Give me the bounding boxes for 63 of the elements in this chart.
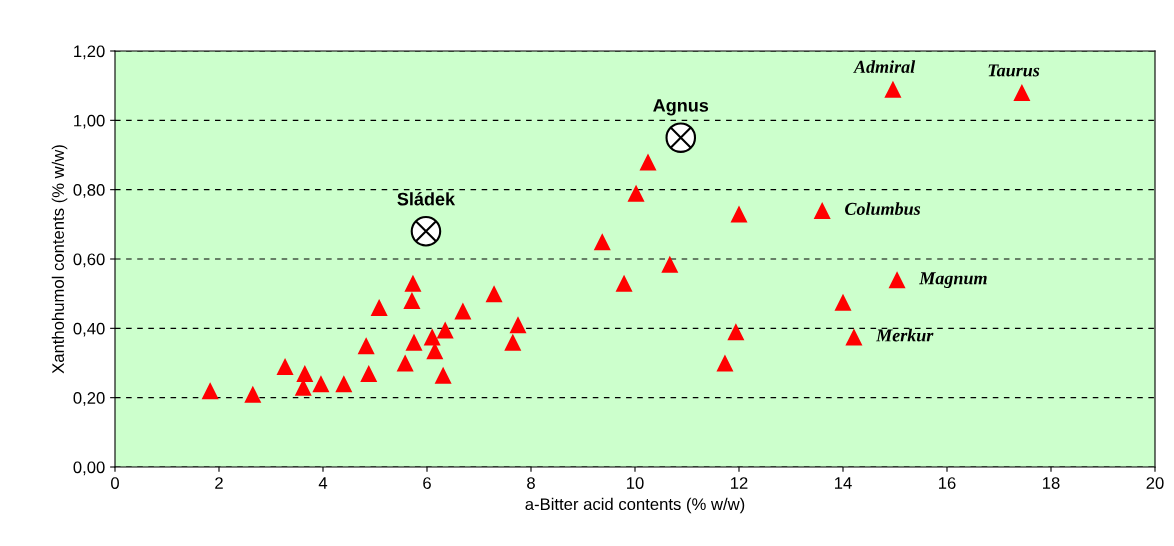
point bbox=[405, 333, 423, 351]
point bbox=[454, 302, 472, 320]
point bbox=[593, 233, 611, 251]
y-tick-label: 0,80 bbox=[73, 184, 105, 198]
point bbox=[370, 299, 388, 317]
x-tick-label: 4 bbox=[318, 477, 328, 489]
point bbox=[504, 333, 522, 351]
x-tick-label: 0 bbox=[111, 477, 119, 489]
point bbox=[396, 354, 414, 372]
point bbox=[813, 201, 831, 219]
point bbox=[436, 321, 454, 339]
annotation: Agnus bbox=[653, 99, 709, 116]
point bbox=[434, 366, 452, 384]
point bbox=[485, 285, 503, 303]
point bbox=[357, 337, 375, 355]
point bbox=[627, 184, 645, 202]
point bbox=[639, 153, 657, 171]
point bbox=[410, 215, 442, 247]
point bbox=[845, 328, 863, 346]
annotation: Sládek bbox=[397, 192, 456, 206]
point bbox=[1013, 84, 1031, 102]
x-tick-label: 10 bbox=[627, 477, 644, 489]
annotation: Columbus bbox=[845, 202, 921, 216]
x-axis-title: a-Bitter acid contents (% w/w) bbox=[525, 497, 745, 514]
point bbox=[884, 80, 902, 98]
x-tick-label: 6 bbox=[423, 477, 431, 489]
point bbox=[509, 316, 527, 334]
annotation: Merkur bbox=[875, 328, 934, 342]
point bbox=[404, 274, 422, 292]
point bbox=[615, 274, 633, 292]
y-tick-label: 0,20 bbox=[73, 392, 105, 406]
point bbox=[244, 385, 262, 403]
point bbox=[276, 357, 294, 375]
x-tick-label: 14 bbox=[835, 477, 852, 489]
point bbox=[360, 364, 378, 382]
point bbox=[730, 205, 748, 223]
annotation: Admiral bbox=[853, 60, 916, 73]
point bbox=[661, 255, 679, 273]
point bbox=[312, 375, 330, 393]
point bbox=[335, 375, 353, 393]
annotation: Taurus bbox=[988, 64, 1040, 77]
y-tick-label: 0,40 bbox=[73, 322, 105, 337]
y-tick-label: 1,00 bbox=[74, 114, 105, 129]
x-tick-label: 12 bbox=[731, 477, 748, 489]
point bbox=[665, 122, 697, 153]
point bbox=[716, 354, 734, 372]
y-tick-label: 0,60 bbox=[73, 253, 105, 268]
point bbox=[888, 271, 906, 289]
y-axis-title: Xanthohumol contents (% w/w) bbox=[51, 145, 68, 374]
x-tick-label: 20 bbox=[1146, 477, 1164, 489]
point bbox=[296, 364, 314, 382]
y-tick-label: 1,20 bbox=[74, 45, 105, 60]
point bbox=[423, 328, 441, 346]
point bbox=[834, 293, 852, 311]
y-tick-label: 0,00 bbox=[73, 461, 105, 476]
x-tick-label: 16 bbox=[939, 477, 956, 489]
point bbox=[727, 323, 745, 341]
point bbox=[201, 382, 219, 400]
x-tick-label: 8 bbox=[527, 477, 535, 489]
x-tick-label: 18 bbox=[1043, 477, 1060, 489]
point bbox=[403, 292, 421, 310]
annotation: Magnum bbox=[919, 272, 987, 288]
x-tick-label: 2 bbox=[215, 477, 223, 489]
